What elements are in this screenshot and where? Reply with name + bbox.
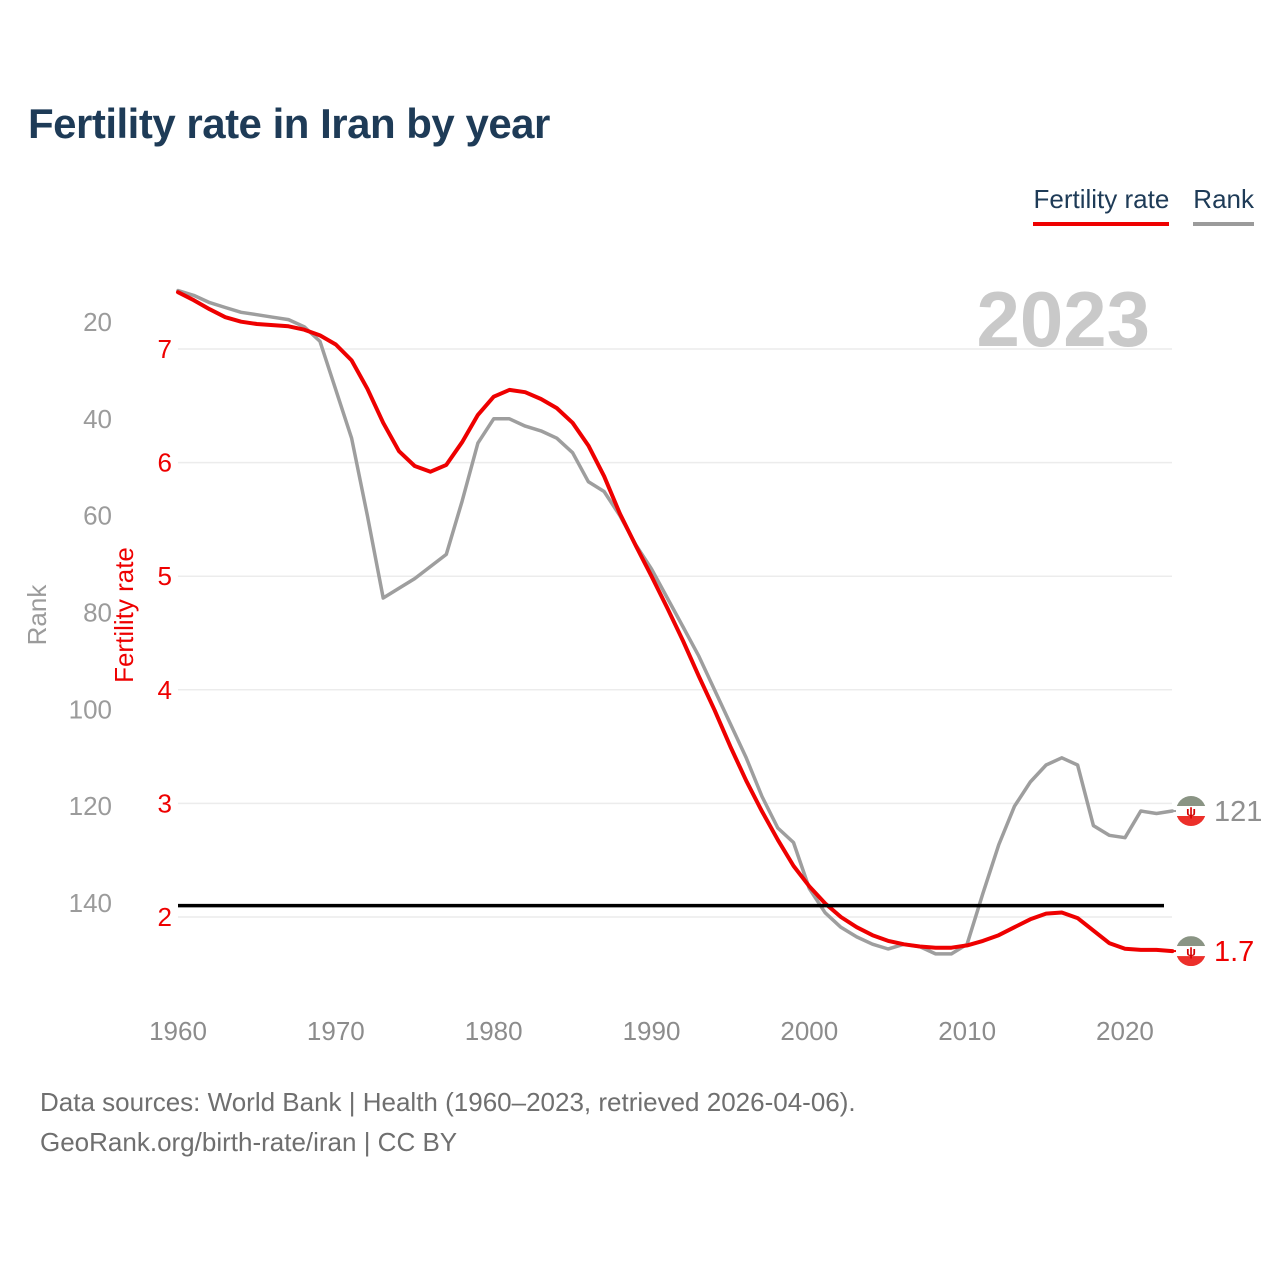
fertility-axis-title: Fertility rate (109, 547, 139, 683)
flag-white-band (1176, 946, 1206, 957)
fertility-axis-tick: 3 (158, 788, 172, 818)
x-axis-tick: 1990 (623, 1016, 681, 1046)
footer-license: GeoRank.org/birth-rate/iran | CC BY (40, 1127, 458, 1157)
page-title: Fertility rate in Iran by year (28, 100, 550, 147)
iran-flag-icon: ψ (1176, 796, 1206, 826)
fertility-axis-tick: 4 (158, 675, 172, 705)
x-axis-tick: 1970 (307, 1016, 365, 1046)
rank-axis-title: Rank (22, 584, 52, 646)
legend-item-fertility-rate[interactable]: Fertility rate (1033, 184, 1170, 226)
fertility-line (176, 290, 1175, 954)
rank-axis-tick: 80 (83, 598, 112, 628)
rank-axis-tick: 40 (83, 404, 112, 434)
fertility-axis-tick: 5 (158, 561, 172, 591)
fertility-axis-tick: 6 (158, 448, 172, 478)
end-value-label: 121 (1214, 796, 1262, 828)
rank-axis-tick: 100 (69, 694, 112, 724)
legend: Fertility rate Rank (1033, 184, 1254, 226)
footer-data-sources: Data sources: World Bank | Health (1960–… (40, 1087, 856, 1117)
x-axis-tick: 1980 (465, 1016, 523, 1046)
x-axis-tick: 1960 (149, 1016, 207, 1046)
rank-axis-tick: 60 (83, 501, 112, 531)
flag-red-band (1176, 956, 1206, 967)
year-watermark: 2023 (976, 275, 1150, 363)
rank-line (176, 288, 1175, 956)
fertility-axis-tick: 7 (158, 334, 172, 364)
x-axis-tick: 2010 (938, 1016, 996, 1046)
flag-emblem: ψ (1186, 944, 1196, 959)
x-axis-tick: 2020 (1096, 1016, 1154, 1046)
flag-green-band (1176, 936, 1206, 947)
iran-flag-icon: ψ (1176, 936, 1206, 967)
flag-emblem: ψ (1186, 804, 1196, 819)
legend-item-rank[interactable]: Rank (1193, 184, 1254, 226)
rank-axis-tick: 20 (83, 307, 112, 337)
footer-attribution: Data sources: World Bank | Health (1960–… (40, 1082, 856, 1162)
fertility-axis-tick: 2 (158, 902, 172, 932)
flag-red-band (1176, 816, 1206, 826)
end-value-label: 1.7 (1214, 936, 1254, 968)
rank-axis-tick: 140 (69, 888, 112, 918)
flag-green-band (1176, 796, 1206, 806)
x-axis-tick: 2000 (780, 1016, 838, 1046)
rank-axis-tick: 120 (69, 791, 112, 821)
flag-white-band (1176, 806, 1206, 816)
